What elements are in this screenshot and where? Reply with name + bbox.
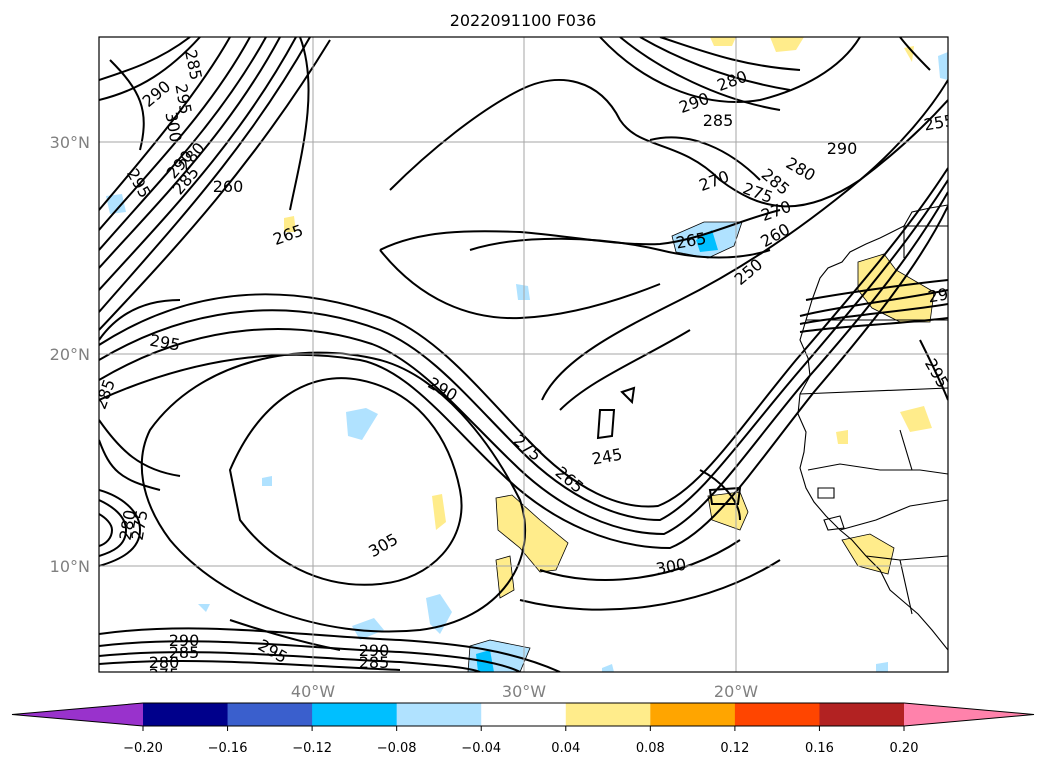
- contour-label: 290: [827, 139, 858, 158]
- map-title: 2022091100 F036: [450, 11, 597, 30]
- colorbar-extend-low: [12, 703, 143, 726]
- colorbar-swatch: [819, 703, 905, 726]
- lon-label-40w: 40°W: [291, 682, 335, 701]
- lat-label-20n: 20°N: [50, 345, 90, 364]
- colorbar-swatch: [734, 703, 820, 726]
- colorbar-tick-label: 0.20: [890, 741, 919, 756]
- contour-label: 255: [922, 111, 955, 135]
- colorbar-tick-label: −0.08: [377, 741, 417, 756]
- colorbar-swatches: [11, 702, 1035, 727]
- colorbar-swatch: [481, 703, 567, 726]
- contour-label: 290: [359, 641, 390, 660]
- colorbar-swatch: [227, 703, 313, 726]
- contour-label: 285: [359, 653, 390, 672]
- colorbar-swatch: [143, 703, 229, 726]
- colorbar-tick-label: 0.04: [551, 741, 580, 756]
- colorbar-swatch: [396, 703, 482, 726]
- colorbar-swatch: [565, 703, 651, 726]
- map-panel: 285 290 295 300 295 290 280 285 260 265 …: [99, 37, 959, 684]
- colorbar-tick-label: 0.16: [805, 741, 834, 756]
- colorbar-extend-high: [904, 703, 1034, 726]
- lat-label-30n: 30°N: [50, 133, 90, 152]
- contour-label: 275: [149, 665, 180, 684]
- lat-label-10n: 10°N: [50, 557, 90, 576]
- colorbar-swatch: [650, 703, 736, 726]
- latitude-labels: 30°N 20°N 10°N: [50, 133, 90, 576]
- contour-lines: [99, 37, 948, 672]
- gridlines: [99, 37, 948, 672]
- colorbar-ticks: −0.20 −0.16 −0.12 −0.08 −0.04 0.04 0.08 0.12 0.1…: [123, 726, 918, 756]
- contour-label: 280: [149, 653, 180, 672]
- colorbar-tick-label: −0.20: [123, 741, 163, 756]
- contour-label: 290: [169, 631, 200, 650]
- colorbar-tick-label: −0.04: [461, 741, 501, 756]
- map-frame: [98, 36, 949, 673]
- colorbar-tick-label: 0.08: [636, 741, 665, 756]
- contour-label: 260: [213, 177, 244, 196]
- lon-label-20w: 20°W: [714, 682, 758, 701]
- longitude-labels: 40°W 30°W 20°W: [291, 682, 758, 701]
- colorbar: −0.20 −0.16 −0.12 −0.08 −0.04 0.04 0.08 0.12 0.1…: [11, 702, 1035, 756]
- colorbar-tick-label: 0.12: [720, 741, 749, 756]
- colorbar-tick-label: −0.16: [208, 741, 248, 756]
- lon-label-30w: 30°W: [502, 682, 546, 701]
- colorbar-swatch: [312, 703, 398, 726]
- contour-label: 290: [926, 283, 959, 307]
- contour-label: 285: [703, 111, 734, 130]
- colorbar-tick-label: −0.12: [292, 741, 332, 756]
- contour-label: 285: [169, 643, 200, 662]
